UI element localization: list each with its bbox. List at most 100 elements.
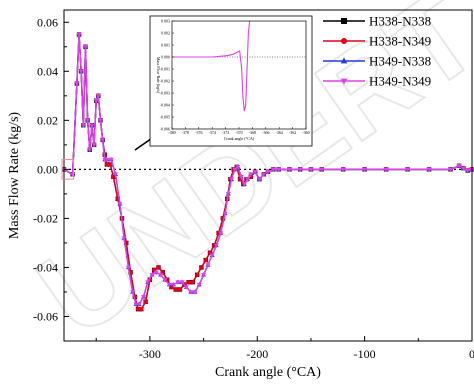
data-point [405,167,410,173]
inset-y-tick-label: 0.002 [161,31,170,36]
inset-series-group [172,21,251,112]
legend-label: H349-N338 [369,54,431,69]
data-point [214,243,219,249]
x-axis-title: Crank angle (°CA) [215,365,321,380]
data-point [158,273,164,278]
data-point [229,177,234,182]
data-point [190,279,196,285]
inset-y-tick-label: -0.005 [160,115,170,120]
data-point [186,279,191,285]
legend-marker [340,78,348,85]
data-point [126,265,131,271]
data-point [235,165,241,170]
data-point [107,162,113,167]
data-point [166,282,172,288]
legend-entry-H338-N338: H338-N338 [323,14,431,29]
inset-x-tick-label: -376 [195,130,202,135]
data-point [448,167,453,173]
data-point [139,306,144,312]
legend-entry-H349-N349: H349-N349 [323,74,431,89]
data-point [225,192,231,197]
data-point [252,170,258,175]
data-point [201,273,206,278]
data-point [113,172,118,177]
data-point [135,306,141,312]
inset-series-line [172,21,251,112]
data-point [117,201,123,207]
data-point [308,167,314,173]
data-point [265,170,271,175]
inset-y-tick-label: -0.004 [160,103,170,108]
data-point [89,123,95,128]
data-point [136,302,142,307]
data-point [177,287,183,292]
legend-label: H338-N338 [369,14,431,29]
inset-x-tick-label: -360 [302,130,309,135]
x-tick-label: 0 [469,347,474,361]
data-point [108,157,114,163]
inset-x-tick-label: -368 [249,130,256,135]
inset-y-tick-label: -0.006 [160,127,170,132]
data-point [188,290,194,295]
plot-frame [63,9,473,342]
data-point [205,263,211,268]
data-point [222,211,228,217]
series-H349-N349 [61,32,474,307]
data-point [270,167,276,173]
y-tick-label: 0.02 [37,113,58,127]
data-point [287,167,292,173]
data-point [460,166,466,171]
y-tick-label: -0.06 [33,309,58,323]
inset-x-tick-label: -380 [168,130,175,135]
inset-y-tick-label: -0.001 [160,67,170,72]
y-tick-label: 0.04 [37,64,58,78]
data-point [276,167,282,173]
data-point [261,172,267,177]
inset-x-tick-label: -364 [276,130,283,135]
data-point [175,280,181,285]
data-point [196,282,202,288]
data-point [218,231,224,236]
data-point [194,272,200,277]
data-point [149,273,155,278]
inset-background [149,15,313,147]
data-point [156,265,161,270]
legend: H338-N338 H338-N349 H349-N338 H349-N349 [323,14,431,89]
y-tick-label: 0.06 [37,15,58,29]
y-axis-title: Mass Flow Rate (kg/s) [7,112,22,240]
inset-y-tick-label: -0.003 [160,91,170,96]
inset-x-tick-label: -374 [209,130,216,135]
data-point [121,236,127,241]
data-point [340,167,346,173]
data-point [133,302,139,307]
data-point [319,167,325,173]
data-point [192,290,198,295]
inset-y-tick-label: 0.003 [161,19,170,24]
data-point [145,280,151,285]
data-point [232,167,238,173]
data-point [199,265,204,270]
inset-x-axis-title: Crank angle (°CA) [224,136,255,141]
data-point [241,182,247,187]
inset-y-tick-label: 0.001 [161,43,170,48]
data-point [85,118,91,123]
data-point [87,147,93,153]
data-point [76,32,82,38]
inset-x-tick-label: -366 [262,130,269,135]
data-point [100,138,106,143]
data-point [465,168,471,174]
inset-plot: -380 -378 -376 -374 -372 -370 -368 -366 -364 -362… [149,15,313,147]
legend-label: H338-N349 [369,34,431,49]
data-point [245,177,251,182]
y-tick-label: -0.04 [33,260,58,274]
inset-x-tick-label: -372 [222,130,229,135]
data-point [162,277,168,283]
data-point [98,118,103,123]
legend-entry-H349-N338: H349-N338 [323,54,431,69]
main-plot: -300 -200 -100 0 0.06 0.04 0.02 0.00 -0.02 -0.04 -… [7,9,474,380]
inset-y-axis-title: Mass Flow Rate (kg/s) [156,57,161,94]
data-point [362,167,368,173]
legend-marker [340,57,348,64]
data-point [203,257,208,263]
